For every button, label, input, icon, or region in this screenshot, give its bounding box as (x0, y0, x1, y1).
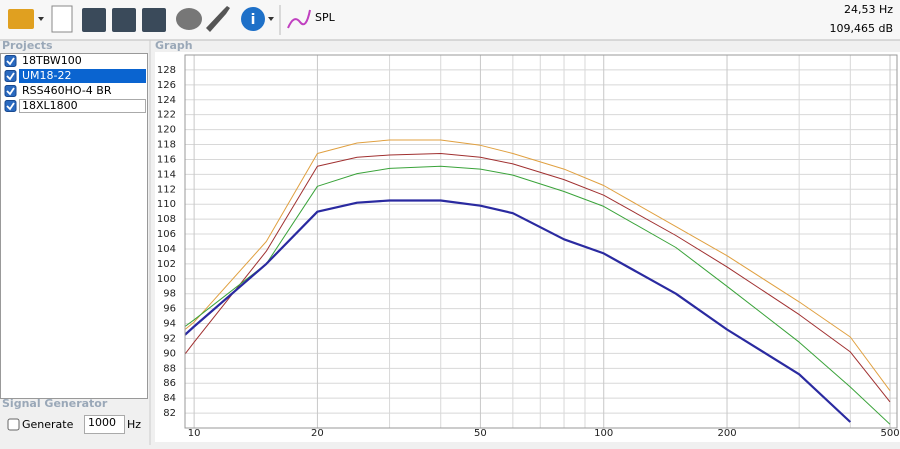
new-button[interactable] (51, 5, 73, 33)
project-name[interactable]: RSS460HO-4 BR (22, 84, 112, 97)
status-level: 109,465 dB (829, 22, 893, 35)
check-mark (6, 102, 15, 111)
project-name[interactable]: UM18-22 (22, 69, 72, 82)
grid: 82 84 86 88 90 92 94 96 98 100 102 104 106 108 110 112 1… (157, 55, 900, 439)
project-name[interactable]: 18XL1800 (22, 99, 78, 112)
y-tick-label: 112 (157, 184, 176, 195)
save-as-button[interactable] (112, 8, 136, 32)
frequency-input[interactable] (84, 415, 125, 434)
y-tick-label: 106 (157, 229, 176, 240)
y-tick-label: 124 (157, 95, 176, 106)
selection-highlight (19, 69, 146, 83)
y-tick-label: 120 (157, 125, 176, 136)
info-glyph: i (251, 12, 256, 28)
y-tick-label: 104 (157, 244, 176, 255)
frequency-value[interactable]: 1000 (88, 416, 116, 429)
y-tick-label: 110 (157, 199, 176, 210)
y-tick-label: 114 (157, 169, 176, 180)
projects-list (0, 53, 148, 399)
speaker-button[interactable] (176, 8, 202, 30)
x-tick-label: 50 (474, 428, 487, 439)
project-name[interactable]: 18TBW100 (22, 54, 82, 67)
info-menu[interactable] (268, 17, 274, 21)
check-mark (6, 72, 15, 81)
x-tick-label: 200 (717, 428, 736, 439)
save-all-button[interactable] (142, 8, 166, 32)
graph-title: Graph (155, 39, 193, 52)
save-button[interactable] (82, 8, 106, 32)
frequency-unit: Hz (127, 418, 141, 431)
tools-button[interactable] (206, 6, 230, 32)
y-tick-label: 88 (163, 363, 176, 374)
y-tick-label: 122 (157, 110, 176, 121)
generate-checkbox[interactable] (7, 418, 20, 431)
y-tick-label: 92 (163, 333, 176, 344)
x-tick-label: 20 (311, 428, 324, 439)
x-tick-label: 500 (880, 428, 899, 439)
toolbar-buttons: i SPL (8, 5, 336, 35)
y-tick-label: 128 (157, 65, 176, 76)
x-tick-label: 10 (188, 428, 201, 439)
spl-curve (185, 165, 891, 425)
y-tick-label: 108 (157, 214, 176, 225)
y-tick-label: 118 (157, 140, 176, 151)
y-tick-label: 86 (163, 378, 176, 389)
spl-icon[interactable] (287, 9, 311, 29)
checkbox-box[interactable] (7, 418, 20, 431)
y-tick-label: 102 (157, 259, 176, 270)
y-tick-label: 90 (163, 348, 176, 359)
y-tick-label: 98 (163, 289, 176, 300)
spl-label[interactable]: SPL (315, 11, 336, 24)
open-menu[interactable] (38, 17, 44, 21)
curves (185, 139, 891, 425)
graph-panel (155, 52, 900, 442)
y-tick-label: 96 (163, 304, 176, 315)
check-mark (6, 87, 15, 96)
info-button[interactable] (241, 7, 265, 31)
y-tick-label: 94 (163, 319, 176, 330)
spl-curve (185, 139, 891, 391)
y-tick-label: 82 (163, 408, 176, 419)
y-tick-label: 100 (157, 274, 176, 285)
open-button[interactable] (8, 9, 34, 29)
status-frequency: 24,53 Hz (844, 3, 893, 16)
plot-frame (184, 54, 898, 429)
y-tick-label: 84 (163, 393, 176, 404)
check-mark (6, 57, 15, 66)
focus-outline (19, 99, 146, 113)
generate-label[interactable]: Generate (22, 418, 74, 431)
projects-title: Projects (2, 39, 53, 52)
spl-curve (185, 199, 852, 423)
project-items: 18TBW100 UM18-22 RSS460HO-4 BR 18XL1800 (4, 54, 146, 113)
spl-curve (185, 153, 891, 403)
y-tick-label: 126 (157, 80, 176, 91)
y-tick-label: 116 (157, 154, 176, 165)
x-tick-label: 100 (594, 428, 613, 439)
signal-generator-title: Signal Generator (2, 397, 108, 410)
